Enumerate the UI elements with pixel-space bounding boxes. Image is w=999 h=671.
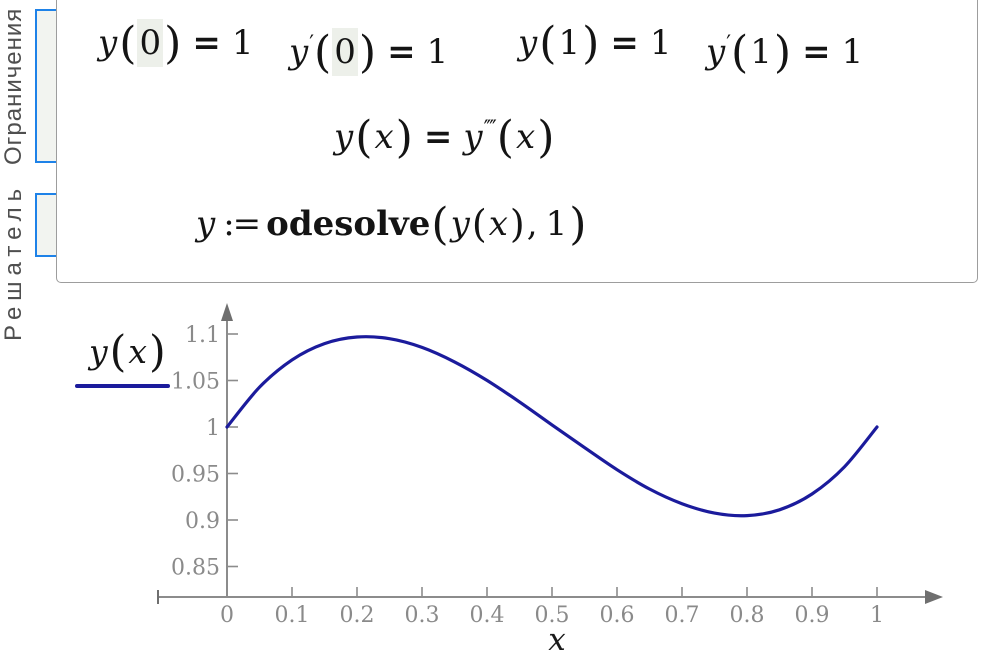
x-tick-label[interactable]: 0.4	[470, 603, 505, 628]
eq-token: :=	[223, 204, 261, 245]
odesolve-definition[interactable]: y:= odesolve(y(x), 1)	[195, 199, 587, 251]
y-tick-label[interactable]: 1	[206, 416, 220, 441]
trace-y-of-x	[225, 335, 879, 518]
eq-token: )	[569, 199, 587, 251]
eq-token: )	[582, 17, 600, 69]
eq-token: )	[358, 26, 377, 78]
x-tick-label[interactable]: 0.1	[275, 603, 310, 628]
y-tick-label[interactable]: 1.1	[185, 323, 220, 348]
x-axis-label[interactable]: x	[548, 622, 566, 658]
eq-token: (	[471, 202, 487, 246]
eq-token: (	[539, 17, 557, 69]
x-tick-label[interactable]: 0.5	[535, 603, 570, 628]
eq-token: odesolve	[266, 204, 431, 245]
eq-token: (	[431, 199, 449, 251]
eq-token: =	[192, 23, 221, 63]
eq-token: 1	[231, 23, 254, 63]
eq-token: y	[196, 204, 216, 245]
eq-token: x	[516, 117, 536, 158]
ode-equation[interactable]: y(x) = y′′′′(x)	[333, 104, 555, 161]
constraint-dy1[interactable]: y′(1) = 1	[705, 19, 864, 76]
legend-trace-sample	[75, 384, 170, 388]
eq-token: (	[119, 17, 137, 69]
y-tick-label[interactable]: 0.85	[171, 556, 220, 581]
eq-token: y	[334, 117, 354, 158]
constraint-dy0[interactable]: y′(0) = 1	[288, 19, 449, 76]
eq-token: y	[98, 23, 118, 63]
eq-token: y	[289, 32, 309, 73]
eq-token: 1	[558, 23, 581, 63]
eq-token: y	[463, 117, 483, 158]
eq-token: x	[374, 117, 394, 158]
eq-token: 1	[750, 32, 772, 73]
eq-token: 1	[545, 204, 568, 245]
eq-token: )	[537, 111, 555, 163]
eq-token: =	[610, 23, 639, 63]
eq-token: 1	[426, 32, 449, 73]
constraints-bracket	[35, 9, 56, 163]
eq-token: y	[89, 332, 108, 371]
eq-token: )	[149, 327, 166, 378]
x-tick-label[interactable]: 1	[870, 603, 884, 628]
eq-token: y	[706, 32, 726, 73]
eq-token: )	[773, 26, 792, 78]
x-tick-label[interactable]: 0.9	[795, 603, 830, 628]
eq-token: (	[109, 327, 127, 378]
eq-token: 1	[649, 23, 672, 63]
eq-token: =	[387, 32, 416, 73]
eq-token: =	[802, 32, 831, 73]
eq-token: ,	[526, 204, 538, 245]
eq-token: ′	[309, 30, 314, 55]
constraint-y1[interactable]: y(1) = 1	[517, 19, 673, 67]
eq-token: x	[488, 204, 508, 245]
eq-token: )	[395, 111, 413, 163]
eq-token: (	[314, 26, 332, 78]
x-tick-label[interactable]: 0.3	[405, 603, 440, 628]
eq-token: ′	[726, 30, 731, 55]
eq-token: (	[496, 111, 515, 163]
eq-token: 1	[841, 32, 864, 73]
y-tick-label[interactable]: 0.9	[185, 509, 220, 534]
eq-token: 0	[137, 19, 164, 67]
x-tick-label[interactable]: 0.6	[600, 603, 635, 628]
eq-token: y	[450, 204, 470, 245]
x-tick-label[interactable]: 0.8	[730, 603, 765, 628]
solve-block-box	[56, 0, 978, 283]
x-tick-label[interactable]: 0.7	[665, 603, 700, 628]
y-tick-label[interactable]: 1.05	[171, 370, 220, 395]
y-tick-label[interactable]: 0.95	[171, 463, 220, 488]
eq-token: (	[731, 26, 749, 78]
x-tick-label[interactable]: 0	[220, 603, 234, 628]
plot-legend[interactable]: y(x)	[88, 328, 167, 376]
eq-token: (	[355, 111, 373, 163]
eq-token: x	[128, 332, 148, 371]
solver-bracket	[35, 193, 56, 257]
x-tick-label[interactable]: 0.2	[340, 603, 375, 628]
eq-token: 0	[332, 28, 358, 77]
constraint-y0[interactable]: y(0) = 1	[97, 19, 255, 67]
eq-token: ′′′′	[483, 115, 497, 140]
eq-token: )	[509, 202, 525, 246]
eq-token: =	[423, 117, 453, 158]
eq-token: )	[164, 17, 182, 69]
eq-token: y	[518, 23, 538, 63]
